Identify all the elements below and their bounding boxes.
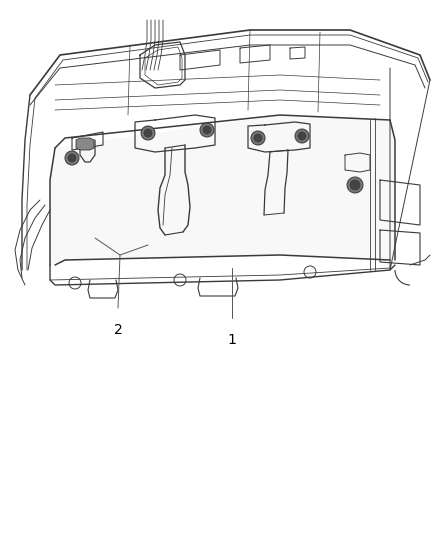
Circle shape (298, 132, 306, 140)
Text: 1: 1 (228, 333, 237, 347)
Circle shape (141, 126, 155, 140)
Polygon shape (50, 115, 395, 265)
Circle shape (68, 154, 76, 162)
Polygon shape (76, 138, 94, 150)
Text: 2: 2 (113, 323, 122, 337)
Circle shape (65, 151, 79, 165)
Circle shape (251, 131, 265, 145)
Circle shape (144, 129, 152, 137)
Circle shape (295, 129, 309, 143)
Circle shape (203, 126, 211, 134)
Circle shape (350, 180, 360, 190)
Circle shape (347, 177, 363, 193)
Circle shape (200, 123, 214, 137)
Circle shape (254, 134, 262, 142)
